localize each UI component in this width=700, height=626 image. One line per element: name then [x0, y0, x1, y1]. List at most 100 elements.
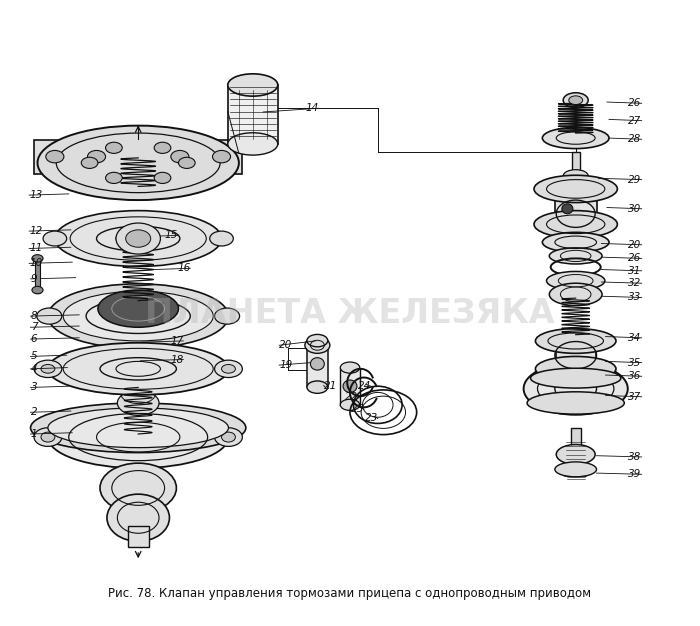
Ellipse shape — [564, 170, 588, 182]
Bar — [35, 259, 41, 293]
Ellipse shape — [171, 150, 189, 163]
Ellipse shape — [213, 150, 230, 163]
Ellipse shape — [48, 408, 228, 448]
Text: 23: 23 — [365, 414, 378, 423]
Text: 24: 24 — [358, 381, 371, 391]
Ellipse shape — [43, 231, 66, 246]
Ellipse shape — [118, 391, 159, 416]
Ellipse shape — [32, 255, 43, 262]
Ellipse shape — [41, 432, 55, 442]
Text: 1: 1 — [31, 429, 37, 439]
Text: 16: 16 — [177, 264, 190, 274]
Ellipse shape — [340, 399, 360, 411]
Ellipse shape — [178, 157, 195, 168]
Text: 19: 19 — [279, 360, 293, 370]
Text: 20: 20 — [629, 240, 642, 250]
Ellipse shape — [307, 334, 328, 347]
Ellipse shape — [221, 432, 235, 442]
Ellipse shape — [536, 356, 616, 381]
Bar — [340, 367, 360, 405]
Ellipse shape — [343, 380, 357, 393]
Ellipse shape — [48, 343, 228, 395]
Text: 37: 37 — [629, 392, 642, 402]
Text: 10: 10 — [29, 259, 43, 269]
Text: 39: 39 — [629, 470, 642, 480]
Text: 34: 34 — [629, 333, 642, 343]
Ellipse shape — [55, 210, 221, 267]
Ellipse shape — [305, 337, 330, 353]
Text: 6: 6 — [31, 334, 37, 344]
Ellipse shape — [534, 175, 617, 203]
Text: 25: 25 — [351, 404, 364, 414]
Text: 2: 2 — [31, 408, 37, 418]
Ellipse shape — [116, 223, 160, 254]
Text: 15: 15 — [164, 230, 178, 240]
Ellipse shape — [550, 248, 602, 264]
Ellipse shape — [63, 291, 214, 341]
Ellipse shape — [88, 150, 106, 163]
Text: 29: 29 — [629, 175, 642, 185]
Ellipse shape — [564, 93, 588, 108]
Text: 32: 32 — [629, 278, 642, 288]
Ellipse shape — [307, 381, 328, 393]
Ellipse shape — [215, 308, 239, 324]
Text: 3: 3 — [31, 382, 37, 393]
Ellipse shape — [215, 428, 242, 446]
Ellipse shape — [46, 150, 64, 163]
Ellipse shape — [107, 494, 169, 541]
Ellipse shape — [154, 142, 171, 153]
Text: 35: 35 — [629, 357, 642, 367]
Text: 31: 31 — [629, 266, 642, 276]
Ellipse shape — [81, 157, 98, 168]
Text: 8: 8 — [31, 311, 37, 321]
Ellipse shape — [126, 230, 150, 247]
Ellipse shape — [568, 96, 582, 105]
Ellipse shape — [106, 172, 122, 183]
Ellipse shape — [531, 368, 621, 388]
Ellipse shape — [527, 392, 624, 414]
Ellipse shape — [542, 128, 609, 148]
Text: Рис. 78. Клапан управления тормозами прицепа с однопроводным приводом: Рис. 78. Клапан управления тормозами при… — [108, 587, 592, 600]
Ellipse shape — [106, 142, 122, 153]
Text: 5: 5 — [31, 351, 37, 361]
Ellipse shape — [310, 357, 324, 370]
Ellipse shape — [210, 231, 233, 246]
Text: 26: 26 — [629, 254, 642, 264]
Ellipse shape — [100, 463, 176, 513]
Bar — [34, 140, 242, 173]
Ellipse shape — [34, 428, 62, 446]
Ellipse shape — [154, 172, 171, 183]
Ellipse shape — [38, 126, 239, 200]
Bar — [128, 525, 148, 547]
Text: 30: 30 — [629, 204, 642, 213]
Ellipse shape — [221, 364, 235, 373]
Text: 38: 38 — [629, 452, 642, 462]
Ellipse shape — [555, 462, 596, 477]
Text: 11: 11 — [29, 244, 43, 254]
Text: ПЛАНЕТА ЖЕЛЕЗЯКА: ПЛАНЕТА ЖЕЛЕЗЯКА — [145, 297, 555, 329]
Text: 21: 21 — [323, 381, 337, 391]
Ellipse shape — [534, 210, 617, 238]
Ellipse shape — [48, 406, 228, 468]
Bar — [556, 344, 596, 369]
Text: 14: 14 — [305, 103, 318, 113]
Text: 27: 27 — [629, 116, 642, 126]
Text: 28: 28 — [629, 134, 642, 144]
Ellipse shape — [550, 283, 602, 305]
Ellipse shape — [524, 362, 628, 415]
Ellipse shape — [542, 232, 609, 252]
Ellipse shape — [215, 360, 242, 377]
Bar — [566, 463, 586, 476]
Text: 20: 20 — [279, 341, 293, 351]
Bar — [571, 152, 580, 176]
Ellipse shape — [228, 74, 278, 96]
Text: 22: 22 — [345, 392, 358, 402]
Text: 12: 12 — [29, 226, 43, 236]
Ellipse shape — [228, 133, 278, 155]
Ellipse shape — [536, 329, 616, 353]
Ellipse shape — [340, 362, 360, 373]
Text: 7: 7 — [31, 322, 37, 332]
Ellipse shape — [41, 364, 55, 373]
Ellipse shape — [37, 308, 62, 324]
Ellipse shape — [562, 204, 573, 213]
